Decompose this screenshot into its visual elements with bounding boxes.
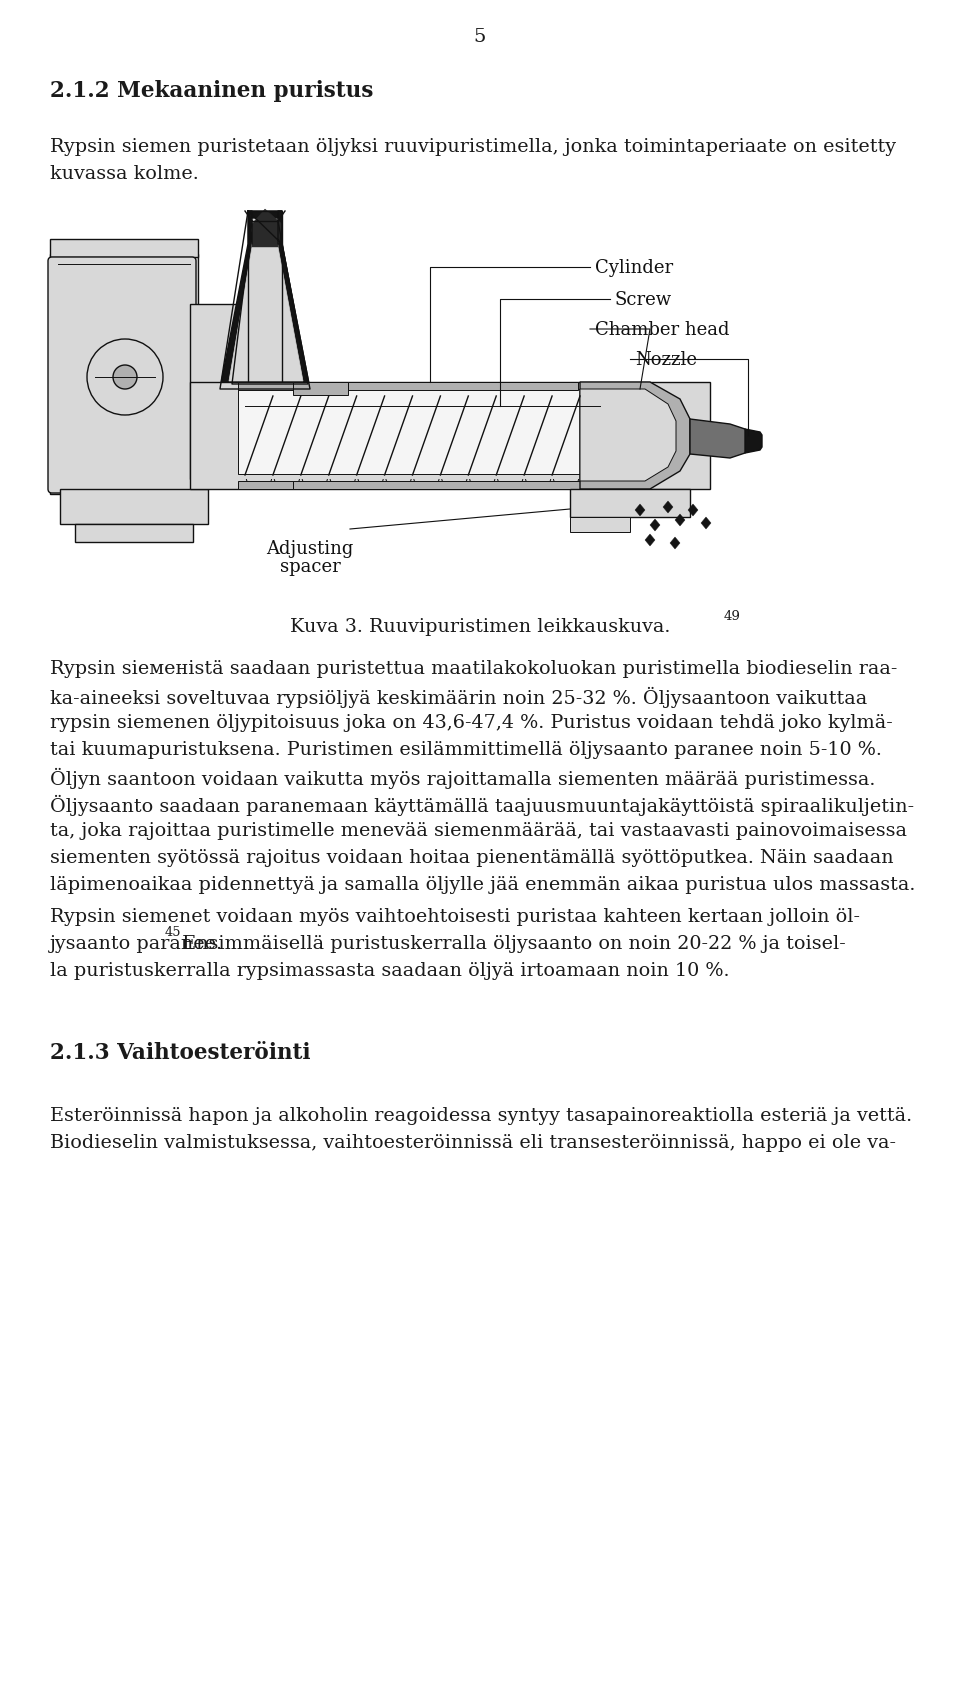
Bar	[75, 525, 193, 543]
Bar	[238, 390, 590, 474]
Polygon shape	[252, 210, 282, 247]
Polygon shape	[701, 518, 711, 530]
Text: Rypsin siemen puristetaan öljyksi ruuvipuristimella, jonka toimintaperiaate on e: Rypsin siemen puristetaan öljyksi ruuvip…	[50, 138, 896, 156]
Bar	[238, 481, 293, 489]
Polygon shape	[675, 515, 685, 526]
Bar	[293, 481, 583, 489]
Polygon shape	[745, 429, 762, 454]
Bar	[60, 489, 208, 525]
Polygon shape	[580, 390, 676, 481]
Text: 5: 5	[474, 29, 486, 45]
Text: rypsin siemenen öljypitoisuus joka on 43,6-47,4 %. Puristus voidaan tehdä joko k: rypsin siemenen öljypitoisuus joka on 43…	[50, 713, 893, 732]
Text: Screw: Screw	[615, 291, 672, 309]
Text: kuvassa kolme.: kuvassa kolme.	[50, 165, 199, 183]
Text: Rypsin sieменistä saadaan puristettua maatilakokoluokan puristimella biodieselin: Rypsin sieменistä saadaan puristettua ma…	[50, 659, 898, 678]
Text: la puristuskerralla rypsimassasta saadaan öljyä irtoamaan noin 10 %.: la puristuskerralla rypsimassasta saadaa…	[50, 962, 730, 979]
Polygon shape	[650, 520, 660, 532]
Text: Biodieselin valmistuksessa, vaihtoesteröinnissä eli transesteröinnissä, happo ei: Biodieselin valmistuksessa, vaihtoesterö…	[50, 1134, 896, 1150]
Text: jysaanto paranee.: jysaanto paranee.	[50, 935, 223, 952]
Bar	[190, 304, 238, 479]
Polygon shape	[580, 383, 690, 489]
Polygon shape	[670, 538, 680, 550]
Text: 2.1.3 Vaihtoesteröinti: 2.1.3 Vaihtoesteröinti	[50, 1041, 310, 1063]
Bar	[190, 383, 710, 489]
Text: Ensimmäisellä puristuskerralla öljysaanto on noin 20-22 % ja toisel-: Ensimmäisellä puristuskerralla öljysaant…	[176, 935, 846, 952]
Text: Adjusting: Adjusting	[266, 540, 353, 558]
Text: Chamber head: Chamber head	[595, 321, 730, 338]
Polygon shape	[688, 505, 698, 516]
Bar	[570, 518, 630, 533]
Circle shape	[113, 365, 137, 390]
Bar	[50, 256, 198, 495]
Polygon shape	[663, 501, 673, 513]
Polygon shape	[690, 420, 748, 459]
Bar	[293, 383, 348, 395]
Text: läpimenoaikaa pidennettyä ja samalla öljylle jää enemmän aikaa puristua ulos mas: läpimenoaikaa pidennettyä ja samalla ölj…	[50, 875, 916, 893]
Polygon shape	[220, 212, 310, 390]
Text: ka-aineeksi soveltuvaa rypsiöljyä keskimäärin noin 25-32 %. Öljysaantoon vaikutt: ka-aineeksi soveltuvaa rypsiöljyä keskim…	[50, 686, 867, 708]
Text: 45: 45	[165, 925, 181, 939]
Text: Nozzle: Nozzle	[635, 352, 697, 368]
Text: Öljysaanto saadaan paranemaan käyttämällä taajuusmuuntajakäyttöistä spiraalikulj: Öljysaanto saadaan paranemaan käyttämäll…	[50, 794, 914, 816]
Text: ta, joka rajoittaa puristimelle menevää siemenmäärää, tai vastaavasti painovoima: ta, joka rajoittaa puristimelle menevää …	[50, 821, 907, 839]
Text: spacer: spacer	[279, 558, 341, 575]
FancyBboxPatch shape	[48, 257, 196, 495]
Polygon shape	[645, 535, 655, 547]
Text: Rypsin siemenet voidaan myös vaihtoehtoisesti puristaa kahteen kertaan jolloin ö: Rypsin siemenet voidaan myös vaihtoehtoi…	[50, 908, 860, 925]
Polygon shape	[229, 220, 303, 382]
Bar	[348, 383, 578, 390]
Polygon shape	[635, 505, 645, 516]
Text: siementen syötössä rajoitus voidaan hoitaa pienentämällä syöttöputkea. Näin saad: siementen syötössä rajoitus voidaan hoit…	[50, 848, 894, 866]
Text: Kuva 3. Ruuvipuristimen leikkauskuva.: Kuva 3. Ruuvipuristimen leikkauskuva.	[290, 617, 670, 636]
Text: 2.1.2 Mekaaninen puristus: 2.1.2 Mekaaninen puristus	[50, 81, 373, 103]
Bar	[238, 383, 293, 390]
Bar	[50, 241, 198, 257]
Text: tai kuumapuristuksena. Puristimen esilämmittimellä öljysaanto paranee noin 5-10 : tai kuumapuristuksena. Puristimen esiläm…	[50, 740, 882, 759]
Text: Esteröinnissä hapon ja alkoholin reagoidessa syntyy tasapainoreaktiolla esteriä : Esteröinnissä hapon ja alkoholin reagoid…	[50, 1107, 912, 1124]
Text: Öljyn saantoon voidaan vaikutta myös rajoittamalla siementen määrää puristimessa: Öljyn saantoon voidaan vaikutta myös raj…	[50, 767, 876, 789]
Bar	[570, 489, 690, 518]
Text: 49: 49	[724, 609, 741, 622]
Circle shape	[87, 340, 163, 415]
Text: Cylinder: Cylinder	[595, 259, 673, 278]
